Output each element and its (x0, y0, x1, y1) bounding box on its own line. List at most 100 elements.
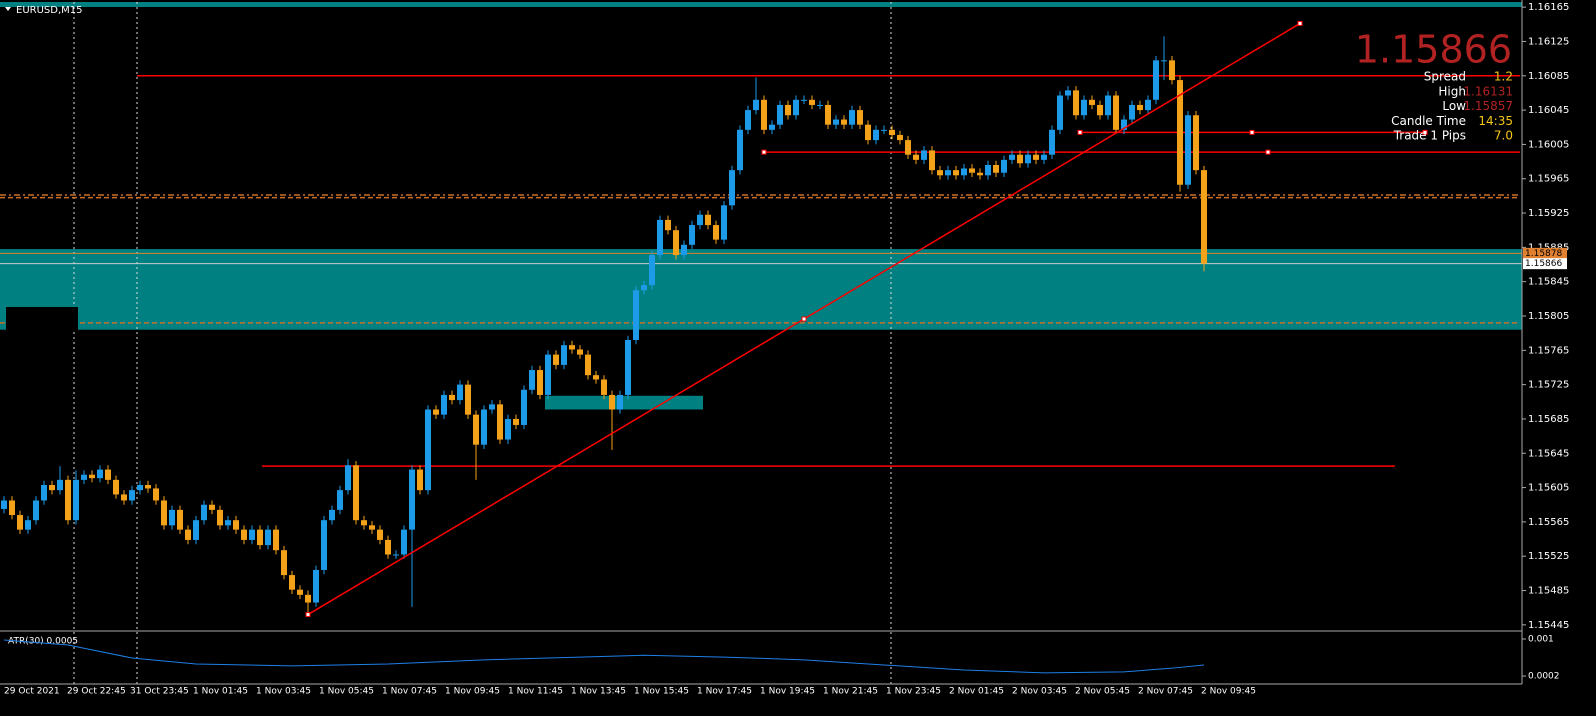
bid-label: 1.15866 (1525, 259, 1562, 269)
candle-body (1065, 90, 1071, 96)
trendline-handle (801, 316, 807, 322)
candle-body (161, 500, 167, 526)
candle-body (337, 490, 343, 510)
candle-body (737, 129, 743, 171)
candle-body (41, 485, 47, 501)
candle-body (745, 110, 751, 130)
candle-body (1177, 80, 1183, 185)
y-tick-label: 1.15805 (1528, 311, 1569, 322)
x-tick-label: 1 Nov 09:45 (445, 687, 500, 697)
candle-body (1025, 154, 1031, 164)
candle-body (1169, 60, 1175, 81)
candle-body (425, 409, 431, 491)
candle-body (705, 214, 711, 226)
level-handle (1422, 129, 1428, 135)
candle-body (49, 485, 55, 491)
y-tick-label: 1.15685 (1528, 414, 1569, 425)
candle-body (865, 124, 871, 141)
y-tick-label: 1.15725 (1528, 380, 1569, 391)
candle-body (9, 500, 15, 516)
y-tick-label: 1.16165 (1528, 2, 1569, 13)
info-value: 7.0 (1494, 129, 1513, 143)
x-tick-label: 2 Nov 09:45 (1201, 687, 1256, 697)
main-layer (0, 20, 1522, 618)
candle-body (233, 520, 239, 530)
x-tick-label: 1 Nov 19:45 (760, 687, 815, 697)
candle-body (473, 414, 479, 445)
candle-body (593, 375, 599, 380)
candle-body (889, 129, 895, 135)
candle-body (649, 255, 655, 286)
candle-body (945, 170, 951, 176)
level-handle (1077, 129, 1083, 135)
candle-body (505, 418, 511, 440)
candle-body (457, 384, 463, 401)
candle-body (265, 529, 271, 546)
candle-body (625, 340, 631, 395)
candle-body (153, 488, 159, 501)
candle-body (121, 494, 127, 501)
info-label: Candle Time (1391, 114, 1466, 128)
ask-label: 1.15878 (1525, 249, 1562, 259)
candle-body (825, 104, 831, 125)
info-value: 1.16131 (1463, 84, 1513, 98)
candle-body (281, 550, 287, 576)
candle-body (761, 99, 767, 130)
candle-body (1129, 104, 1135, 120)
indicator-line (3, 639, 1205, 674)
candle-body (601, 379, 607, 395)
candle-body (849, 110, 855, 125)
under-layer (0, 2, 1522, 684)
candle-body (225, 520, 231, 526)
candle-body (361, 520, 367, 526)
indicator-tick-label: 0.001 (1528, 635, 1554, 645)
trendline-handle (305, 612, 311, 618)
candle-body (129, 490, 135, 501)
candle-body (489, 404, 495, 410)
x-tick-label: 1 Nov 01:45 (193, 687, 248, 697)
y-tick-label: 1.16085 (1528, 71, 1569, 82)
candle-body (753, 99, 759, 111)
candle-body (721, 205, 727, 240)
candle-body (33, 500, 39, 521)
candle-body (1017, 154, 1023, 164)
level-handle (1249, 129, 1255, 135)
candle-body (1041, 154, 1047, 160)
bid-box (1523, 258, 1567, 270)
candle-body (481, 409, 487, 445)
candle-body (633, 290, 639, 341)
info-value: 14:35 (1478, 114, 1513, 128)
candle-body (801, 99, 807, 101)
candle-body (193, 520, 199, 540)
candle-body (769, 124, 775, 130)
x-tick-label: 1 Nov 07:45 (382, 687, 437, 697)
candle-body (377, 529, 383, 540)
candle-body (793, 99, 799, 116)
y-tick-label: 1.15605 (1528, 483, 1569, 494)
trendline-handle (1297, 20, 1303, 26)
candle-body (209, 504, 215, 510)
candle-body (217, 509, 223, 526)
candle-body (105, 469, 111, 480)
candle-body (953, 170, 959, 176)
y-tick-label: 1.16005 (1528, 139, 1569, 150)
candle-body (409, 469, 415, 530)
candle-body (1073, 90, 1079, 116)
candle-body (1009, 154, 1015, 160)
indicator-tick-label: 0.0002 (1528, 672, 1560, 682)
candle-body (257, 529, 263, 546)
menu-triangle (5, 7, 11, 11)
x-tick-label: 2 Nov 01:45 (949, 687, 1004, 697)
candle-body (1201, 170, 1207, 264)
candle-body (585, 354, 591, 376)
candle-body (169, 509, 175, 526)
y-tick-label: 1.16125 (1528, 36, 1569, 47)
candle-body (537, 370, 543, 395)
info-value: 1.2 (1494, 70, 1513, 84)
candle-body (249, 529, 255, 540)
zone (0, 249, 1522, 330)
candle-body (617, 394, 623, 410)
candle-body (297, 589, 303, 595)
